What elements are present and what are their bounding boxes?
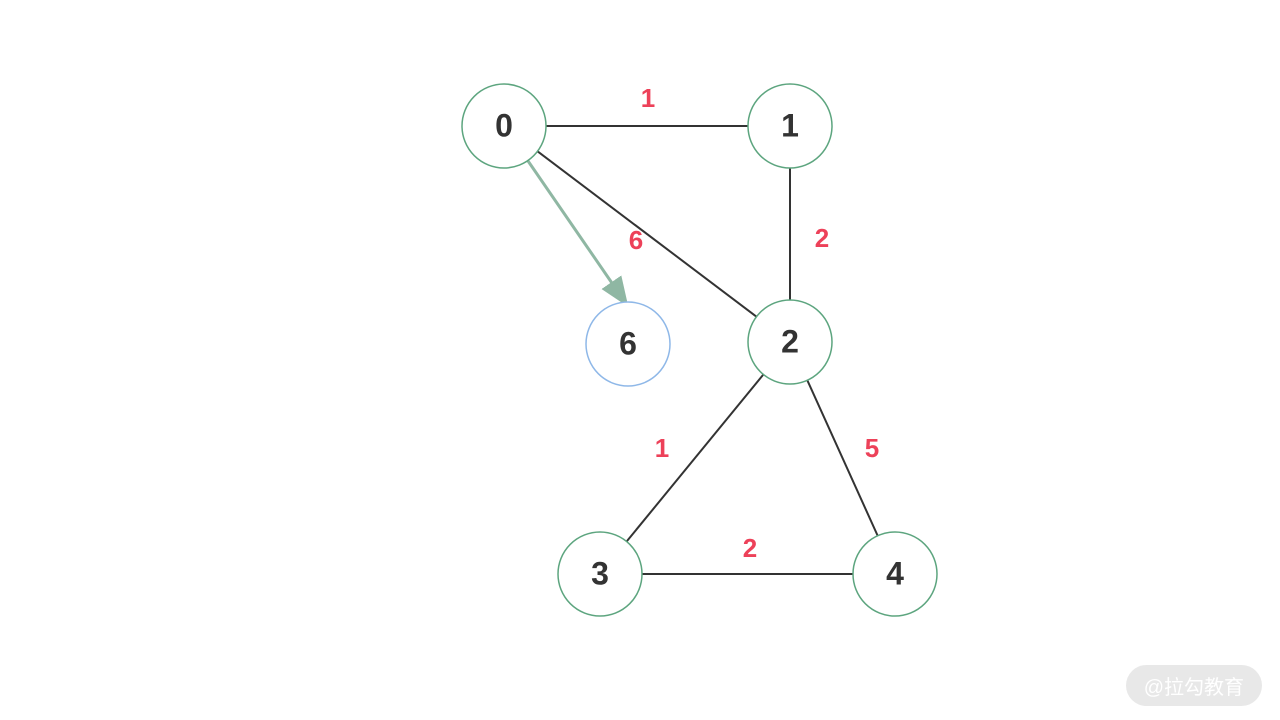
node-label-6: 6 (619, 325, 637, 361)
edge-weight-n0-n2: 6 (629, 225, 643, 255)
node-label-4: 4 (886, 555, 904, 591)
node-label-2: 2 (781, 323, 799, 359)
node-label-0: 0 (495, 107, 513, 143)
node-label-3: 3 (591, 555, 609, 591)
node-label-1: 1 (781, 107, 799, 143)
watermark-text: @拉勾教育 (1144, 677, 1244, 699)
graph-diagram: 0 1 2 3 4 6 1 2 6 1 5 2 (0, 0, 1280, 720)
edge-weight-n2-n4: 5 (865, 433, 879, 463)
edge-weight-n3-n4: 2 (743, 533, 757, 563)
edge-n2-n3 (627, 374, 764, 541)
nodes-layer: 0 1 2 3 4 6 (462, 84, 937, 616)
edge-weight-n0-n1: 1 (641, 83, 655, 113)
watermark-badge: @拉勾教育 (1126, 665, 1262, 706)
edge-n0-n2 (538, 151, 757, 316)
edge-weight-n2-n3: 1 (655, 433, 669, 463)
edge-weight-n1-n2: 2 (815, 223, 829, 253)
